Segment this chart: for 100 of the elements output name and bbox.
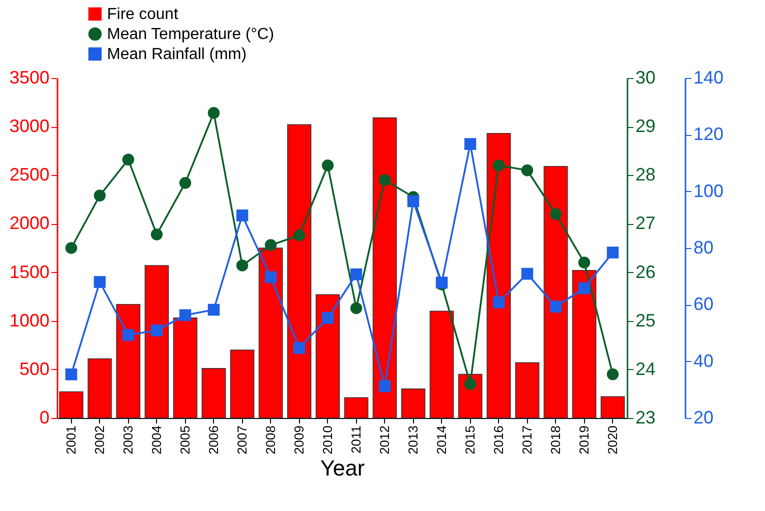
x-tick-label: 2001 [63,426,78,454]
x-tick-label: 2013 [405,426,420,454]
point [492,296,505,308]
point [264,239,277,251]
point [293,342,306,354]
y-tick-label: 1500 [9,262,50,282]
point [606,368,619,380]
bar [486,132,511,418]
point [350,268,362,280]
x-tick-label: 2010 [320,426,335,454]
y3-tick-label: 60 [694,294,714,314]
x-tick-label: 2011 [348,426,364,454]
point [464,378,476,390]
point [407,195,420,208]
point [378,174,391,186]
y3-tick-label: 140 [694,68,724,88]
point [293,229,306,242]
point [94,276,106,288]
point [464,138,476,150]
y-tick-label: 3500 [9,68,50,88]
bar [173,318,198,418]
point [521,164,534,176]
point [606,246,619,258]
y3-tick-label: 40 [694,350,714,371]
point [122,329,134,341]
point [378,380,391,392]
point [65,242,78,254]
y-tick-label: 2000 [9,213,50,234]
bar [515,362,540,418]
x-tick-label: 2002 [92,426,107,454]
bar [316,294,340,418]
legend-label: Mean Rainfall (mm) [107,46,247,63]
x-tick-label: 2003 [120,426,136,454]
x-tick-label: 2005 [177,426,192,454]
x-tick-label: 2007 [234,426,250,454]
y-tick-label: 1000 [9,310,50,330]
x-tick-label: 2014 [434,426,449,454]
x-tick-label: 2008 [262,426,278,454]
x-tick-label: 2015 [462,426,478,454]
bar [287,124,312,418]
x-tick-label: 2006 [206,426,221,454]
bar [600,396,625,418]
x-tick-label: 2012 [376,426,392,454]
y3-tick-label: 100 [694,180,724,201]
bar [401,388,426,418]
y2-tick-label: 28 [636,164,656,185]
point [208,304,220,316]
bar [88,358,112,418]
bar [372,117,397,418]
x-tick-label: 2004 [148,426,164,454]
y2-tick-label: 25 [636,310,656,330]
point [322,312,334,324]
point [94,190,106,202]
bar [572,270,596,418]
point [236,260,248,272]
point [264,271,277,284]
y-tick-label: 500 [19,358,50,379]
point [521,268,534,280]
y2-tick-label: 23 [636,408,656,428]
bar [430,310,454,418]
point [350,302,362,314]
bar [202,368,226,418]
bar [144,265,169,418]
point [236,210,248,222]
y2-tick-label: 30 [636,68,656,88]
y-tick-label: 3000 [9,116,50,136]
point [179,309,192,322]
point [550,300,562,313]
y2-tick-label: 27 [636,213,656,234]
y3-tick-label: 120 [694,124,724,144]
y3-tick-label: 80 [694,238,714,258]
bar [344,397,368,418]
x-tick-label: 2018 [548,426,563,454]
point [322,160,334,172]
bar [230,350,254,418]
point [208,107,220,119]
legend-label: Mean Temperature (°C) [107,26,274,43]
y-tick-label: 0 [39,408,50,428]
bar [544,166,568,418]
point [492,160,505,172]
x-tick-label: 2009 [291,426,306,454]
point [578,282,590,294]
point [65,368,78,380]
bar [116,304,140,418]
y-tick-label: 2500 [9,164,50,185]
legend-label: Fire count [107,6,179,23]
point [150,228,163,240]
point [150,324,163,336]
point [578,256,590,268]
x-axis-title: Year [320,455,365,480]
point [179,177,192,189]
x-tick-label: 2019 [576,426,592,454]
x-tick-label: 2017 [519,426,534,454]
y2-tick-label: 29 [636,116,656,136]
point [550,208,562,220]
y3-tick-label: 20 [694,408,714,428]
x-tick-label: 2020 [604,426,620,454]
point [122,154,134,166]
x-tick-label: 2016 [490,426,506,454]
y2-tick-label: 24 [636,358,656,379]
